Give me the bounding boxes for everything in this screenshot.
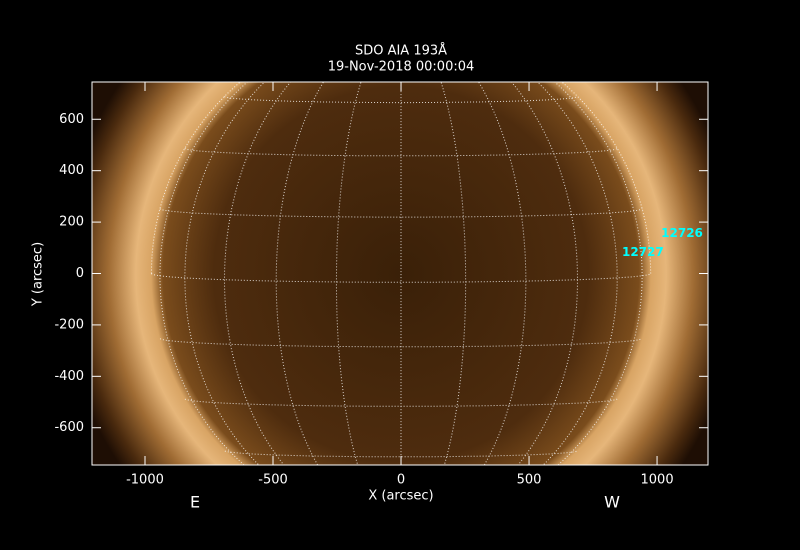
y-axis-label: Y (arcsec) (31, 242, 46, 307)
grid-line (159, 338, 643, 348)
grid-line (510, 82, 579, 465)
y-tick-label: 400 (59, 163, 84, 178)
x-tick-label: 0 (397, 473, 405, 488)
region-label: 12726 (661, 226, 703, 240)
x-tick-label: 1000 (641, 473, 674, 488)
y-tick-label: -200 (54, 317, 84, 332)
grid-line (440, 82, 467, 465)
east-label: E (190, 493, 200, 512)
grid-line (184, 147, 618, 157)
grid-line (337, 516, 465, 518)
grid-line (184, 398, 618, 407)
west-label: W (604, 493, 620, 512)
chart-title: SDO AIA 193Å (355, 43, 447, 59)
y-tick-label: 200 (59, 215, 84, 230)
x-axis-label: X (arcsec) (368, 489, 433, 504)
y-tick-label: 0 (76, 266, 84, 281)
grid-line (335, 82, 362, 465)
y-tick-label: -600 (54, 420, 84, 435)
heliographic-grid (150, 32, 652, 518)
grid-line (223, 82, 292, 465)
y-tick-label: -400 (54, 369, 84, 384)
chart-subtitle: 19-Nov-2018 00:00:04 (328, 60, 475, 75)
grid-line (224, 450, 578, 458)
region-label: 12727 (622, 245, 664, 259)
y-tick-label: 600 (59, 112, 84, 127)
grid-line (336, 32, 465, 34)
solar-image (92, 82, 708, 465)
grid-line (224, 96, 578, 104)
x-tick-label: -500 (258, 473, 288, 488)
grid-line (150, 273, 652, 283)
x-tick-label: 500 (517, 473, 542, 488)
x-tick-label: -1000 (126, 473, 164, 488)
grid-line (159, 208, 643, 218)
